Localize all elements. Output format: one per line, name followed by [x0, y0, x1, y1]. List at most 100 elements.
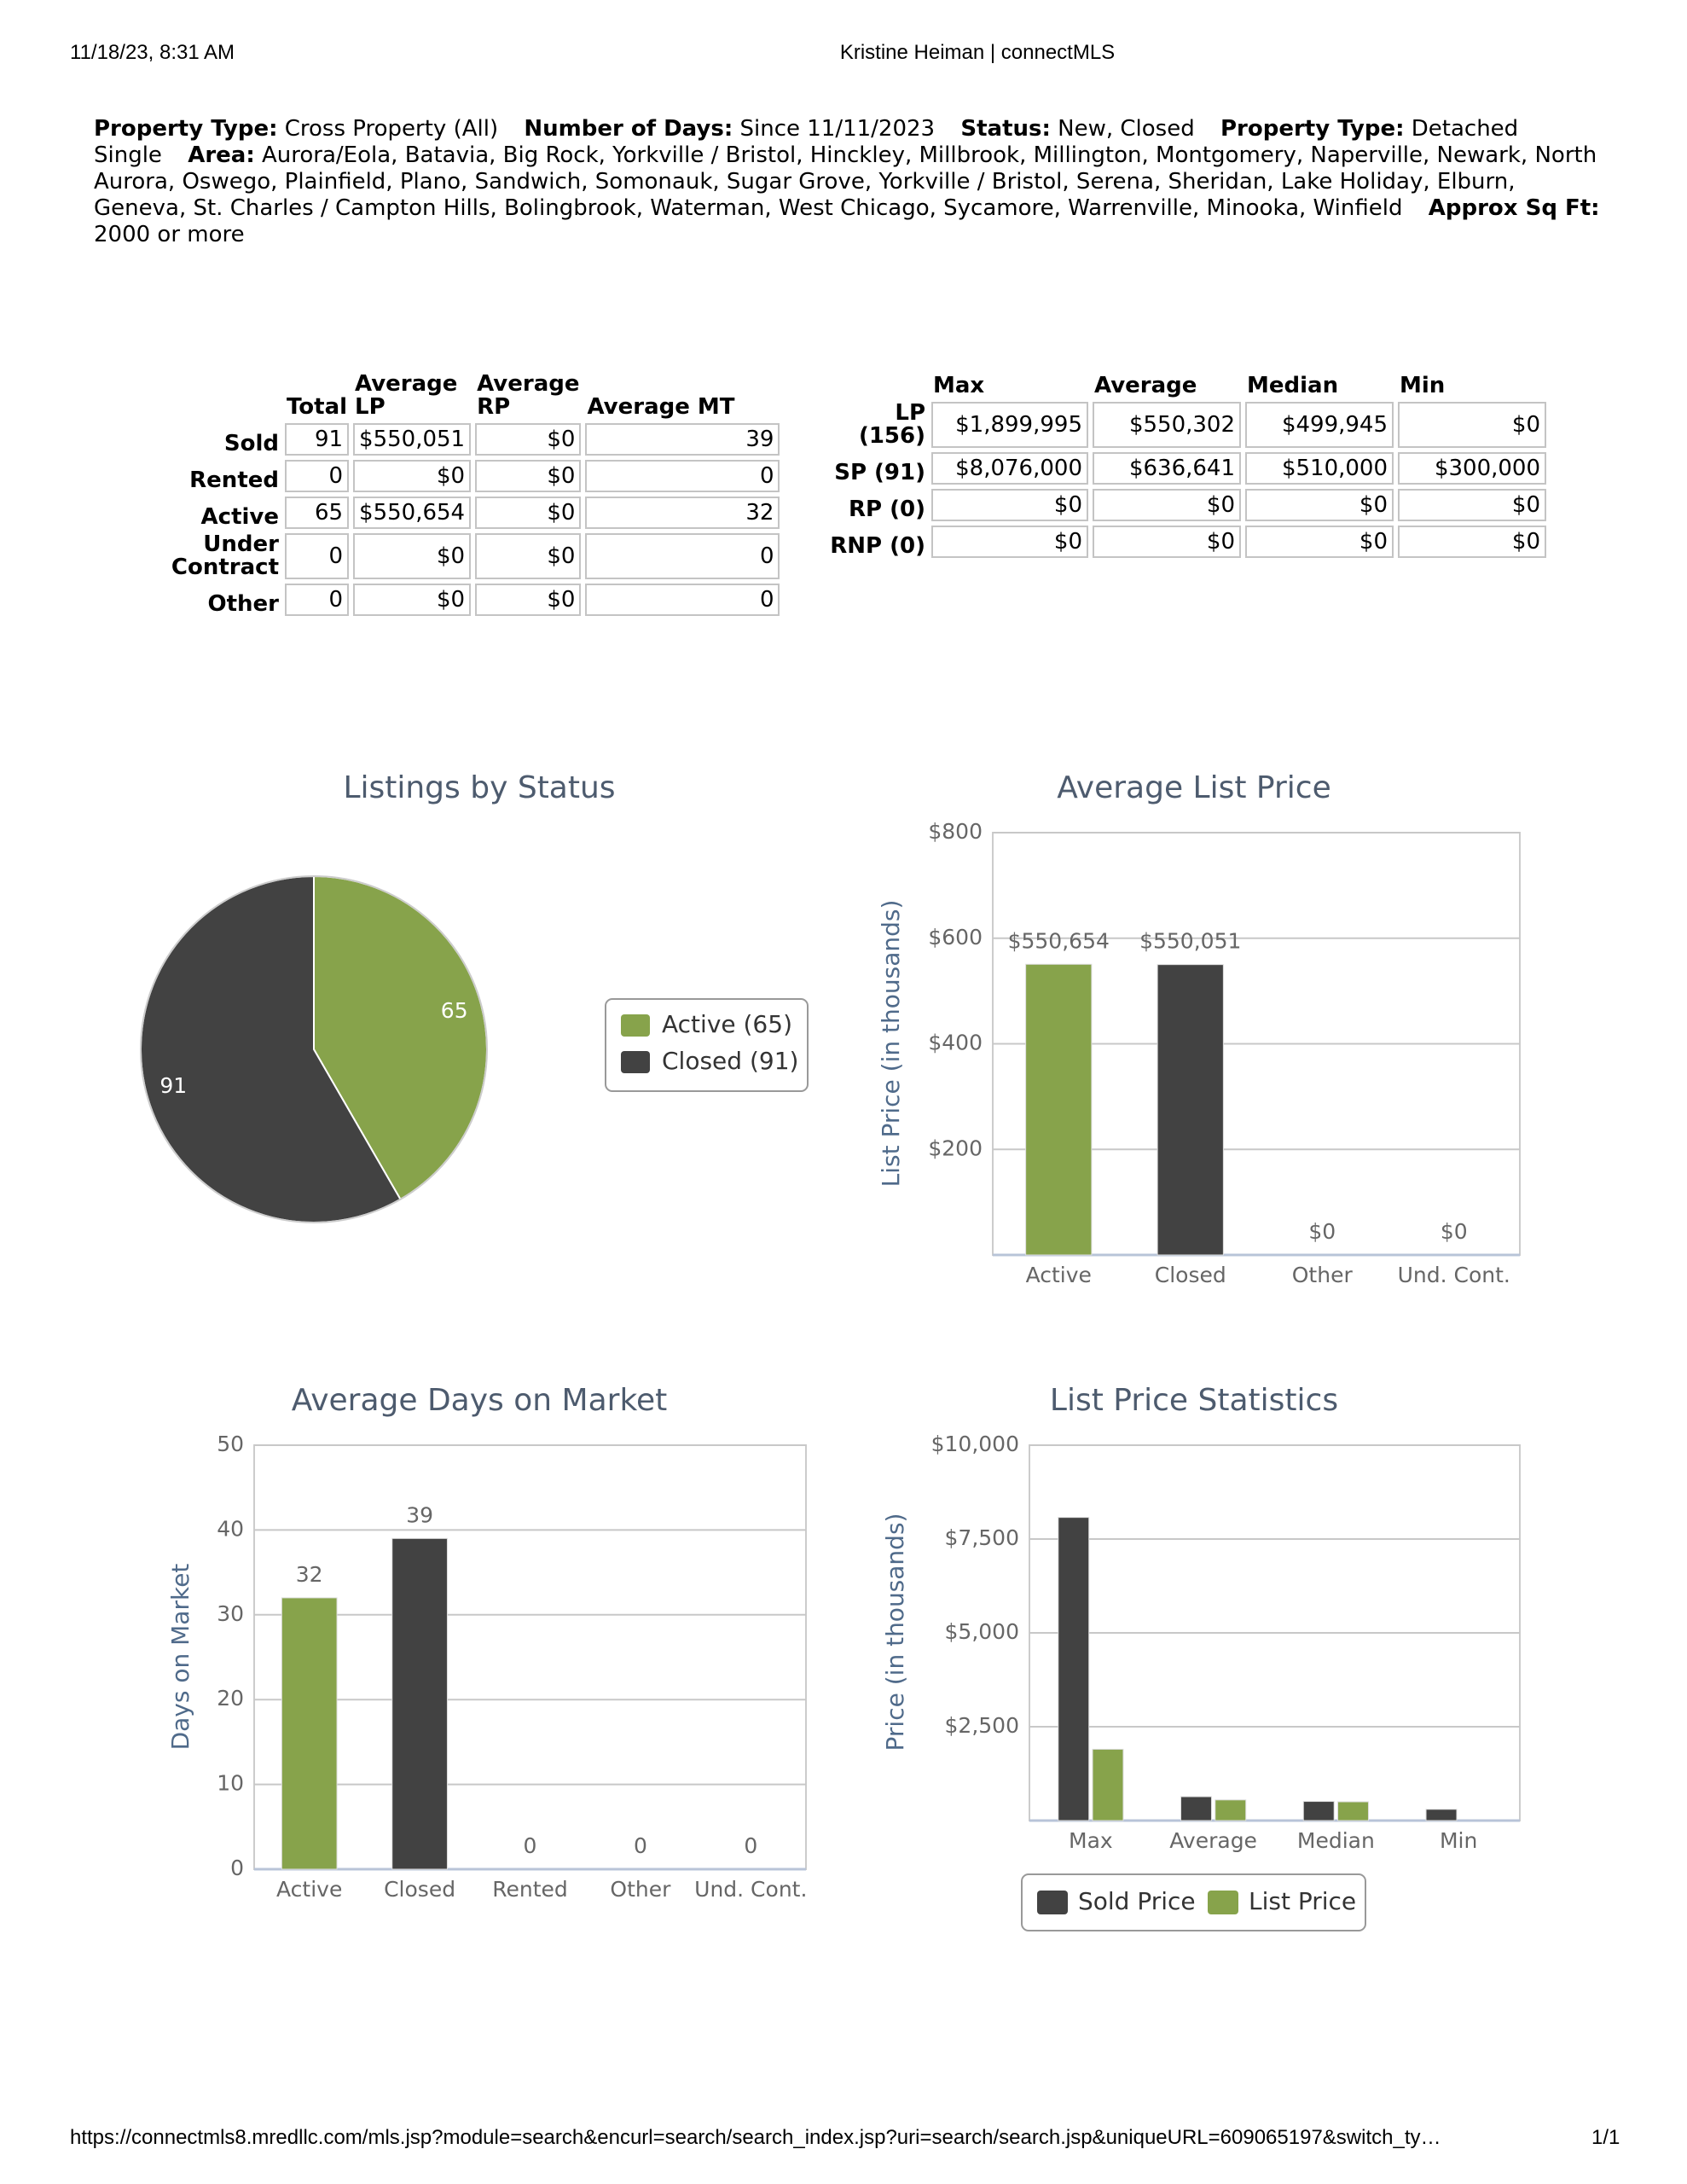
table-cell: 0: [285, 460, 350, 492]
data-label: $0: [1308, 1219, 1336, 1244]
table-cell: 0: [585, 584, 780, 616]
x-tick-label: Und. Cont.: [1398, 1263, 1510, 1287]
table-cell: $0: [1398, 489, 1546, 521]
row-label: Sold: [223, 431, 279, 456]
criterion-label: Area:: [188, 142, 255, 168]
y-tick-label: 40: [217, 1516, 244, 1541]
criterion: Status: New, Closed: [960, 116, 1194, 142]
table-cell: $0: [353, 460, 472, 492]
x-tick-label: Average: [1169, 1828, 1257, 1853]
y-tick-label: $10,000: [931, 1432, 1019, 1456]
table-cell: 0: [285, 533, 350, 579]
criterion-label: Number of Days:: [524, 116, 733, 142]
criterion: Number of Days: Since 11/11/2023: [524, 116, 935, 142]
row-label: LP (156): [858, 400, 925, 449]
y-tick-label: 50: [217, 1432, 244, 1456]
legend-label: List Price: [1249, 1887, 1356, 1915]
data-label: 0: [634, 1833, 647, 1858]
slice-label: 65: [441, 998, 468, 1023]
data-label: 0: [524, 1833, 537, 1858]
table-row: RP (0) $0 $0 $0 $0: [823, 489, 1546, 521]
criterion-value: Cross Property (All): [284, 116, 499, 142]
x-tick-label: Min: [1440, 1828, 1477, 1853]
y-tick-label: $600: [928, 925, 983, 950]
table-cell: $0: [475, 497, 582, 529]
y-tick-label: $400: [928, 1031, 983, 1055]
criterion-label: Property Type:: [94, 116, 278, 142]
footer-url: https://connectmls8.mredllc.com/mls.jsp?…: [70, 2126, 1441, 2149]
x-tick-label: Median: [1297, 1828, 1375, 1853]
criterion-value: Since 11/11/2023: [739, 116, 936, 142]
footer-page: 1/1: [1591, 2126, 1620, 2149]
row-label: RNP (0): [830, 533, 925, 559]
price-table: Max Average Median Min LP (156) $1,899,995 $55…: [819, 370, 1551, 562]
bar: [1025, 963, 1093, 1256]
table-cell: $0: [353, 584, 472, 616]
x-tick-label: Und. Cont.: [694, 1877, 807, 1902]
criterion: Property Type: Cross Property (All): [94, 116, 498, 142]
x-tick-label: Other: [610, 1877, 671, 1902]
column-header: Average LP: [355, 371, 458, 420]
summary-table: Total Average LP Average RP Average MT Sold 9…: [90, 369, 784, 620]
column-header: Median: [1247, 373, 1339, 398]
print-date: 11/18/23, 8:31 AM: [70, 41, 235, 64]
chart-title: Listings by Status: [343, 770, 615, 805]
bar: [1180, 1796, 1212, 1821]
y-tick-label: 20: [217, 1686, 244, 1711]
bar: [1302, 1801, 1335, 1821]
charts: Listings by Status 65 91 Active (65) Closed …: [139, 770, 1521, 1931]
legend-label: Sold Price: [1078, 1887, 1196, 1915]
bar: [1337, 1801, 1369, 1821]
table-cell: 0: [585, 460, 780, 492]
table-cell: 91: [285, 423, 350, 456]
legend-label: Active (65): [662, 1010, 792, 1038]
table-cell: $550,302: [1093, 402, 1241, 448]
table-row: SP (91) $8,076,000 $636,641 $510,000 $300,00…: [823, 452, 1546, 485]
criterion-label: Approx Sq Ft:: [1428, 195, 1600, 221]
table-cell: $499,945: [1245, 402, 1394, 448]
y-tick-label: 0: [230, 1856, 244, 1880]
chart-title: Average Days on Market: [292, 1383, 668, 1418]
data-label: $550,051: [1139, 929, 1241, 954]
data-label: $550,654: [1008, 928, 1110, 953]
chart-title: Average List Price: [1057, 770, 1330, 805]
y-tick-label: $7,500: [945, 1525, 1019, 1550]
legend-box: [1021, 1873, 1366, 1931]
data-label: 39: [406, 1502, 433, 1527]
criterion-value: New, Closed: [1058, 116, 1195, 142]
criterion-label: Status:: [960, 116, 1051, 142]
table-row: LP (156) $1,899,995 $550,302 $499,945 $0: [823, 402, 1546, 448]
table-cell: $550,051: [353, 423, 472, 456]
column-header: Average RP: [477, 371, 580, 420]
legend-swatch: [621, 1051, 650, 1073]
column-header: Max: [933, 373, 985, 398]
legend-swatch: [1037, 1891, 1068, 1914]
bar: [391, 1537, 448, 1870]
table-cell: $0: [475, 423, 582, 456]
table-cell: $1,899,995: [931, 402, 1088, 448]
table-cell: $0: [353, 533, 472, 579]
table-cell: $550,654: [353, 497, 472, 529]
table-cell: $0: [931, 489, 1088, 521]
criterion-value: Aurora/Eola, Batavia, Big Rock, Yorkvill…: [94, 142, 1597, 221]
table-cell: $0: [475, 533, 582, 579]
y-tick-label: $2,500: [945, 1713, 1019, 1738]
row-label: Other: [207, 591, 280, 617]
row-label: Rented: [189, 468, 279, 493]
y-axis-label: Price (in thousands): [881, 1513, 909, 1751]
criterion-value: Detached Single: [94, 116, 1519, 168]
column-header: Min: [1400, 373, 1446, 398]
table-cell: $0: [1245, 526, 1394, 558]
table-row: Under Contract 0 $0 $0 0: [94, 533, 780, 579]
table-cell: 65: [285, 497, 350, 529]
page-title: Kristine Heiman | connectMLS: [839, 41, 1116, 64]
table-cell: $636,641: [1093, 452, 1241, 485]
table-cell: 39: [585, 423, 780, 456]
legend-box: [605, 998, 809, 1092]
x-tick-label: Other: [1292, 1263, 1354, 1287]
x-tick-label: Closed: [384, 1877, 455, 1902]
y-tick-label: 10: [217, 1771, 244, 1796]
table-cell: $0: [1093, 489, 1241, 521]
table-cell: 32: [585, 497, 780, 529]
